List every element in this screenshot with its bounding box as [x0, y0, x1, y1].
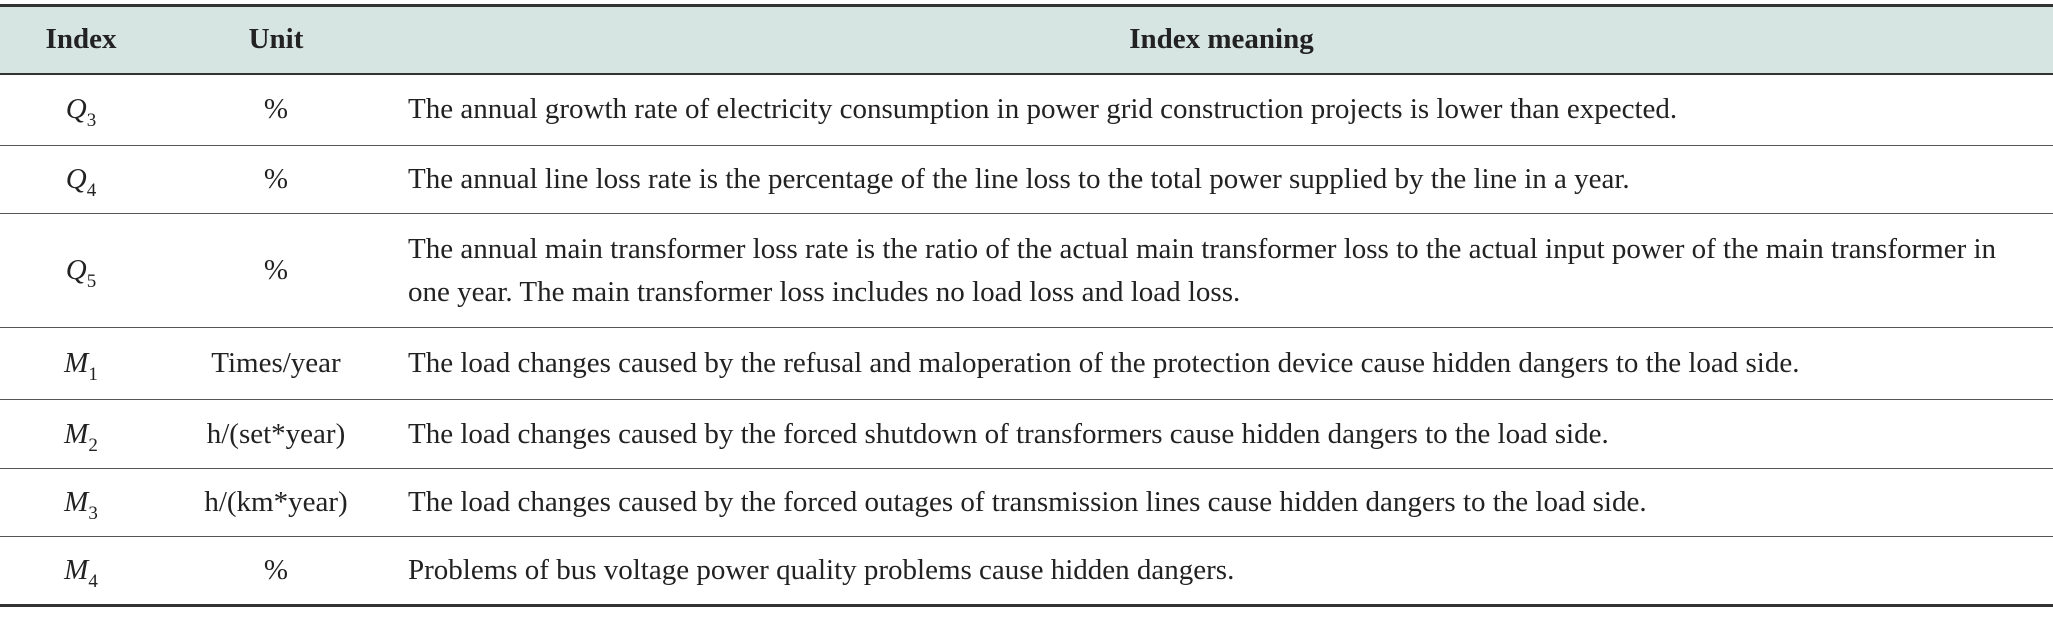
- index-symbol: Q: [65, 254, 87, 286]
- unit-cell: h/(set*year): [206, 417, 346, 450]
- index-cell: M4: [0, 537, 162, 606]
- index-subscript: 3: [86, 110, 97, 132]
- index-cell: M3: [0, 469, 162, 537]
- index-cell: M2: [0, 400, 162, 469]
- index-subscript: 2: [88, 434, 98, 456]
- index-subscript: 4: [88, 571, 98, 592]
- table-row: M2 h/(set*year) The load changes caused by…: [0, 400, 2053, 469]
- index-symbol: M: [64, 486, 89, 518]
- index-symbol: M: [64, 347, 89, 379]
- unit-cell: %: [263, 93, 289, 126]
- index-symbol: M: [64, 417, 89, 450]
- table-row: Q3% The annual growth rate of electricity…: [0, 74, 2053, 146]
- meaning-cell: The load changes caused by the forced ou…: [408, 486, 1647, 518]
- header-cell: Index meaning: [1129, 23, 1314, 56]
- meaning-cell: The annual line loss rate is the percent…: [408, 163, 1630, 195]
- meaning-cell: Problems of bus voltage power quality pr…: [408, 554, 1235, 586]
- unit-cell: %: [263, 163, 289, 195]
- index-subscript: 1: [88, 364, 98, 385]
- meaning-cell: The load changes caused by the refusal a…: [408, 347, 1800, 379]
- index-cell: Q4: [0, 146, 162, 214]
- header-row: Index Unit Index meaning: [0, 5, 2053, 74]
- table-row: M1 Times/year The load changes caused by t…: [0, 328, 2053, 400]
- index-subscript: 5: [86, 271, 97, 292]
- index-cell: Q5: [0, 214, 162, 328]
- table-header: Index Unit Index meaning: [0, 5, 2053, 74]
- unit-cell: Times/year: [211, 347, 341, 379]
- index-subscript: 3: [88, 503, 98, 524]
- index-table: Index Unit Index meaning Q3% The annual g…: [0, 4, 2053, 607]
- index-symbol: Q: [65, 163, 87, 195]
- index-cell: M1: [0, 328, 162, 400]
- table-body: Q3% The annual growth rate of electricity…: [0, 74, 2053, 606]
- index-subscript: 4: [86, 180, 97, 201]
- table-row: M4% Problems of bus voltage power quality…: [0, 537, 2053, 606]
- index-symbol: Q: [65, 93, 87, 126]
- header-cell: Unit: [248, 23, 304, 56]
- meaning-cell: The load changes caused by the forced sh…: [408, 417, 1609, 450]
- unit-cell: %: [263, 554, 289, 586]
- table-row: M3 h/(km*year) The load changes caused by …: [0, 469, 2053, 537]
- index-cell: Q3: [0, 74, 162, 146]
- meaning-cell: The annual main transformer loss rate is…: [408, 232, 1997, 308]
- unit-cell: %: [263, 254, 289, 286]
- unit-cell: h/(km*year): [204, 486, 348, 518]
- page: {"table": { "header": ["Index", "Unit", …: [0, 4, 2053, 619]
- table-row: Q4% The annual line loss rate is the perc…: [0, 146, 2053, 214]
- table-row: Q5% The annual main transformer loss rate…: [0, 214, 2053, 328]
- index-symbol: M: [64, 554, 89, 586]
- meaning-cell: The annual growth rate of electricity co…: [408, 93, 1678, 126]
- header-cell: Index: [45, 23, 117, 56]
